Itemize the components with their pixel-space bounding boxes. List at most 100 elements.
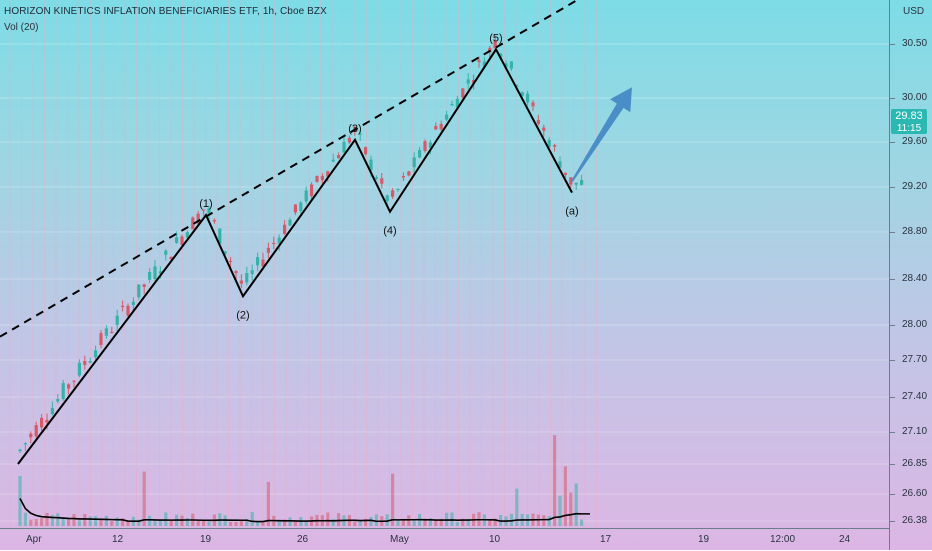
- volume-bar: [558, 495, 562, 526]
- price-tick-mark: [890, 325, 895, 326]
- volume-bar: [196, 521, 200, 526]
- time-axis[interactable]: Apr 12 19 26 May 10 17 19 12:00 24: [0, 528, 889, 551]
- volume-bar: [331, 518, 335, 526]
- volume-bar: [169, 519, 173, 526]
- candle-body: [77, 362, 81, 376]
- volume-bar: [40, 518, 44, 526]
- volume-bar: [185, 518, 189, 526]
- candle-body: [547, 139, 551, 147]
- volume-bar: [337, 513, 341, 526]
- candle-body: [358, 133, 362, 135]
- candle-body: [88, 360, 92, 363]
- volume-bar: [353, 521, 357, 526]
- candle-body: [515, 85, 519, 87]
- price-tick-label: 27.40: [902, 391, 928, 402]
- candle-body: [261, 259, 265, 267]
- candle-body: [331, 159, 335, 162]
- wave-label-4: (4): [383, 225, 396, 237]
- price-axis[interactable]: 30.50 30.00 29.60 29.20 28.80 28.40 28.00 27.70…: [889, 0, 932, 550]
- volume-bar: [515, 488, 519, 526]
- volume-bar: [153, 519, 157, 526]
- candle-body: [580, 180, 584, 185]
- candle-body: [428, 142, 432, 148]
- volume-bar: [553, 435, 557, 526]
- candle-body: [445, 114, 449, 120]
- time-tick-label: 19: [200, 534, 212, 545]
- volume-bar: [434, 519, 438, 526]
- candle-body: [563, 172, 567, 175]
- candle-body: [553, 145, 557, 147]
- chart-title[interactable]: HORIZON KINETICS INFLATION BENEFICIARIES…: [4, 6, 327, 17]
- volume-bar: [164, 512, 168, 526]
- candle-body: [18, 449, 22, 452]
- volume-bar: [547, 516, 551, 526]
- candle-body: [229, 260, 233, 262]
- candle-body: [337, 155, 341, 159]
- volume-bar: [326, 512, 330, 526]
- volume-bar: [158, 519, 162, 526]
- candle-body: [558, 161, 562, 168]
- time-tick-label: 10: [489, 534, 501, 545]
- candle-body: [202, 209, 206, 211]
- candle-body: [137, 284, 141, 298]
- volume-bar: [202, 520, 206, 526]
- candle-body: [482, 61, 486, 67]
- candle-body: [99, 333, 103, 345]
- time-tick-label: 12:00: [770, 534, 796, 545]
- volume-bar: [266, 481, 270, 526]
- candle-body: [288, 219, 292, 226]
- volume-bar: [207, 521, 211, 526]
- candle-body: [396, 189, 400, 191]
- volume-bar: [466, 518, 470, 526]
- candle-body: [385, 195, 389, 202]
- candle-body: [450, 103, 454, 106]
- candle-body: [148, 272, 152, 280]
- candle-body: [272, 242, 276, 245]
- price-tick-label: 26.60: [902, 488, 928, 499]
- candle-body: [121, 305, 125, 308]
- candle-body: [158, 271, 162, 274]
- volume-bar: [110, 521, 114, 526]
- volume-bar: [250, 512, 254, 526]
- wave-label-3: (3): [348, 123, 361, 135]
- candle-body: [56, 399, 60, 402]
- candle-body: [153, 266, 157, 279]
- volume-bar: [18, 476, 22, 526]
- candle-body: [401, 175, 405, 178]
- price-tick-label: 29.60: [902, 136, 928, 147]
- bar-countdown: 11:15: [896, 123, 922, 134]
- volume-bar: [115, 517, 119, 526]
- candle-body: [61, 383, 65, 400]
- time-tick-label: 26: [297, 534, 309, 545]
- candle-body: [536, 120, 540, 124]
- price-tick-mark: [890, 464, 895, 465]
- volume-bar: [407, 515, 411, 526]
- candle-body: [83, 360, 87, 365]
- volume-bar: [104, 515, 108, 526]
- candle-body: [569, 177, 573, 185]
- candle-body: [185, 232, 189, 238]
- volume-indicator-label[interactable]: Vol (20): [4, 22, 39, 33]
- candle-body: [380, 178, 384, 184]
- volume-bar: [45, 512, 49, 526]
- volume-bar: [563, 466, 567, 526]
- volume-bar: [245, 519, 249, 526]
- time-tick-label: 12: [112, 534, 124, 545]
- volume-bar: [412, 519, 416, 526]
- price-tick-label: 27.70: [902, 354, 928, 365]
- candle-body: [293, 204, 297, 213]
- volume-bar: [391, 473, 395, 526]
- volume-bar: [126, 521, 130, 526]
- volume-bar: [374, 514, 378, 526]
- volume-bar: [72, 514, 76, 526]
- candle-body: [299, 202, 303, 212]
- candle-body: [169, 256, 173, 260]
- volume-bar: [423, 518, 427, 526]
- volume-bar: [121, 518, 125, 526]
- volume-bar: [67, 518, 71, 526]
- candle-body: [115, 315, 119, 325]
- price-tick-label: 26.38: [902, 515, 928, 526]
- currency-label: USD: [903, 6, 925, 17]
- candle-body: [256, 257, 260, 266]
